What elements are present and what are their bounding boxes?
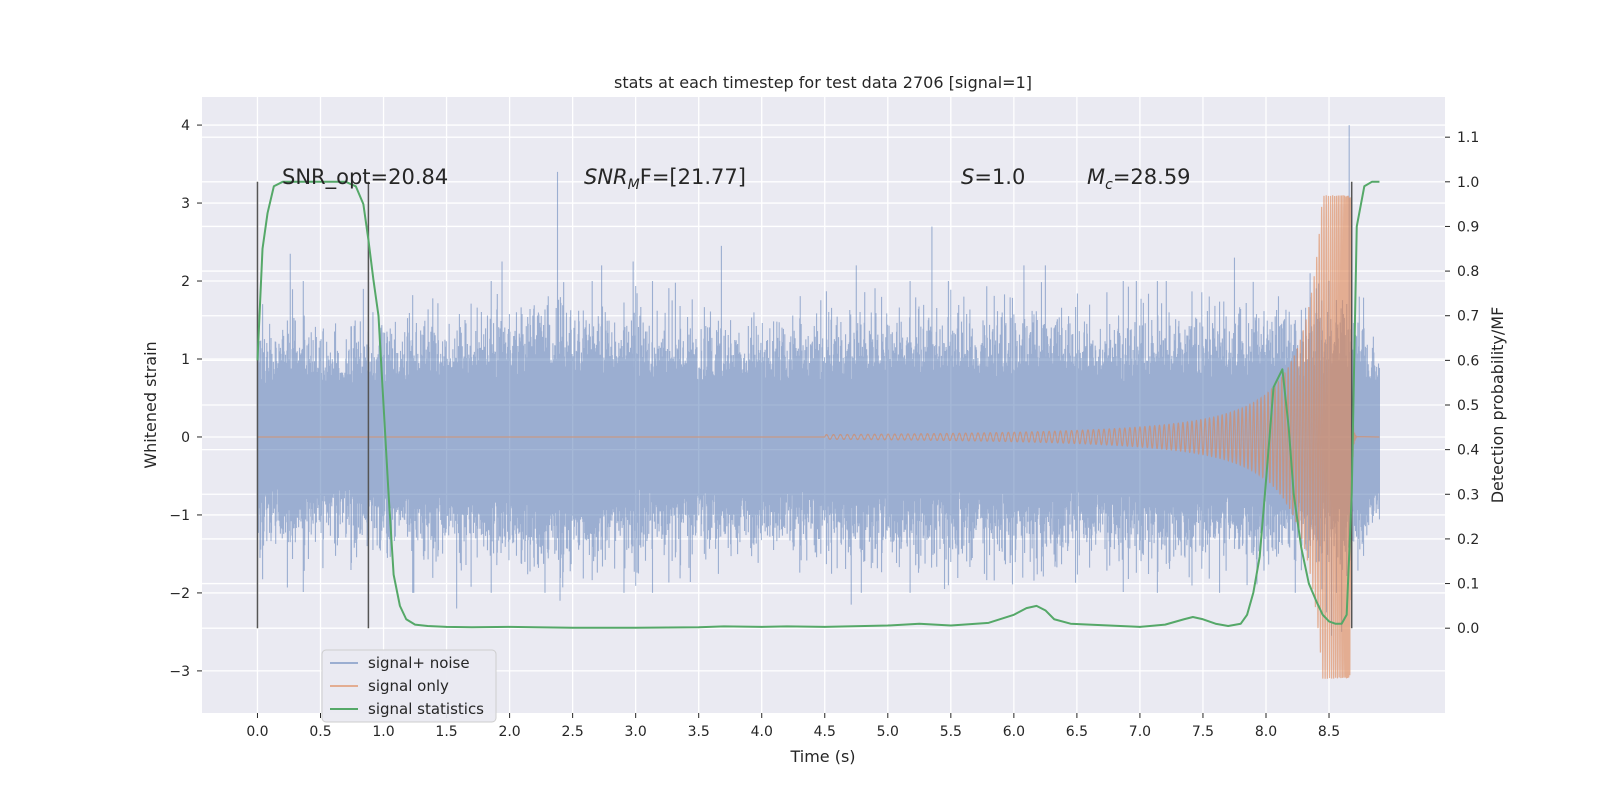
y-right-axis-label: Detection probability/MF: [1488, 307, 1507, 504]
y-right-tick-label: 0.6: [1457, 353, 1479, 369]
x-tick-label: 1.5: [435, 724, 457, 740]
chart-title: stats at each timestep for test data 270…: [614, 73, 1032, 92]
y-tick-label: −1: [169, 508, 190, 524]
y-right-tick-label: 0.3: [1457, 487, 1479, 503]
x-tick-label: 7.5: [1192, 724, 1214, 740]
x-tick-label: 4.0: [751, 724, 773, 740]
y-tick-label: −2: [169, 586, 190, 602]
annotation-mc-rest: =28.59: [1113, 165, 1191, 189]
y-tick-label: 0: [181, 430, 190, 446]
legend-label-signal-statistics: signal statistics: [368, 700, 484, 718]
y-right-axis-ticks: 0.0 0.1 0.2 0.3 0.4 0.5 0.6 0.7 0.8 0.9 1.0 1.1: [1445, 130, 1479, 637]
x-axis-label: Time (s): [789, 747, 855, 766]
annotation-s-rest: =1.0: [974, 165, 1025, 189]
annotation-s-base: S: [961, 165, 974, 189]
annotation-snr-opt: SNR_opt=20.84: [282, 165, 448, 190]
x-tick-label: 3.0: [625, 724, 647, 740]
x-tick-label: 0.5: [309, 724, 331, 740]
legend: signal+ noise signal only signal statist…: [321, 649, 497, 723]
x-tick-label: 6.0: [1003, 724, 1025, 740]
x-tick-label: 5.0: [877, 724, 899, 740]
y-axis-ticks: −3 −2 −1 0 1 2 3 4: [169, 118, 202, 680]
y-tick-label: 1: [181, 352, 190, 368]
y-tick-label: 3: [181, 196, 190, 212]
y-right-tick-label: 0.9: [1457, 219, 1479, 235]
x-tick-label: 8.0: [1255, 724, 1277, 740]
x-tick-label: 4.5: [814, 724, 836, 740]
annotation-snr-mf: SNRMF=[21.77]: [584, 165, 746, 193]
series-signal-only: [257, 195, 1380, 679]
signal-statistics-line: [256, 180, 1380, 629]
y-right-tick-label: 0.5: [1457, 398, 1479, 414]
y-right-tick-label: 0.1: [1457, 577, 1479, 593]
annotation-mc-sub: c: [1105, 177, 1113, 193]
annotation-mc-base: M: [1087, 165, 1105, 189]
y-right-tick-label: 0.2: [1457, 532, 1479, 548]
annotation-mc: Mc=28.59: [1087, 165, 1191, 193]
y-axis-label: Whitened strain: [141, 341, 160, 468]
signal-only-trace: [257, 195, 1380, 679]
y-tick-label: 2: [181, 274, 190, 290]
annotations: SNR_opt=20.84 SNRMF=[21.77] S=1.0 Mc=28.…: [282, 165, 1191, 193]
series-signal-statistics: [256, 180, 1380, 629]
x-tick-label: 8.5: [1318, 724, 1340, 740]
legend-box: [321, 649, 497, 723]
annotation-snr-mf-sub: M: [628, 177, 640, 193]
x-tick-label: 1.0: [372, 724, 394, 740]
x-tick-label: 2.0: [498, 724, 520, 740]
vertical-markers: [256, 181, 1353, 629]
y-right-tick-label: 0.0: [1457, 621, 1479, 637]
x-tick-label: 3.5: [688, 724, 710, 740]
y-right-tick-label: 0.4: [1457, 443, 1479, 459]
x-tick-label: 5.5: [940, 724, 962, 740]
y-right-tick-label: 0.7: [1457, 309, 1479, 325]
annotation-snr-mf-base: SNR: [584, 165, 628, 189]
y-right-tick-label: 0.8: [1457, 264, 1479, 280]
y-tick-label: 4: [181, 118, 190, 134]
legend-label-signal-only: signal only: [368, 677, 449, 695]
annotation-s: S=1.0: [961, 165, 1025, 189]
x-tick-label: 6.5: [1066, 724, 1088, 740]
x-tick-label: 0.0: [246, 724, 268, 740]
x-tick-label: 7.0: [1129, 724, 1151, 740]
legend-label-signal-plus-noise: signal+ noise: [368, 654, 470, 672]
annotation-snr-mf-rest: F=[21.77]: [640, 165, 746, 189]
y-right-tick-label: 1.1: [1457, 130, 1479, 146]
y-right-tick-label: 1.0: [1457, 175, 1479, 191]
x-tick-label: 2.5: [561, 724, 583, 740]
x-axis-ticks: 0.0 0.5 1.0 1.5 2.0 2.5 3.0 3.5 4.0 4.5 5.0 5.5 6.0 6…: [246, 713, 1340, 740]
y-tick-label: −3: [169, 664, 190, 680]
